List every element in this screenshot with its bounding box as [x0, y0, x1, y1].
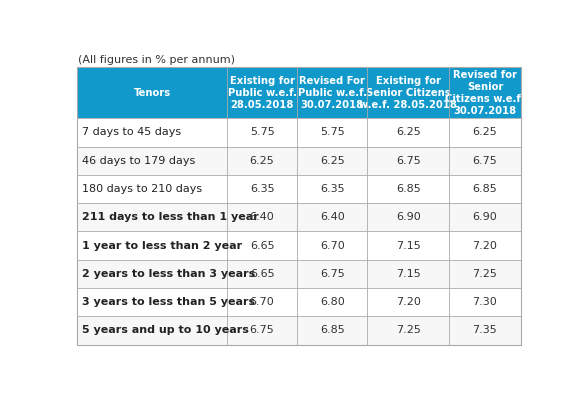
Text: 6.25: 6.25	[396, 128, 421, 138]
Text: 6.75: 6.75	[472, 156, 497, 166]
Text: Tenors: Tenors	[134, 88, 171, 98]
Bar	[77, 231, 521, 260]
Text: 6.75: 6.75	[250, 325, 274, 335]
Text: 6.65: 6.65	[250, 269, 274, 279]
Text: 7.20: 7.20	[396, 297, 421, 307]
Text: 7.20: 7.20	[472, 241, 497, 251]
Text: 6.85: 6.85	[320, 325, 345, 335]
Bar	[77, 316, 521, 345]
Text: Existing for
Public w.e.f.
28.05.2018: Existing for Public w.e.f. 28.05.2018	[228, 76, 296, 110]
Text: 6.35: 6.35	[320, 184, 345, 194]
Text: Existing for
Senior Citizens
w.e.f. 28.05.2018: Existing for Senior Citizens w.e.f. 28.0…	[359, 76, 457, 110]
Text: 7.35: 7.35	[472, 325, 497, 335]
Text: 6.70: 6.70	[250, 297, 274, 307]
Text: 7.30: 7.30	[472, 297, 497, 307]
Text: 6.25: 6.25	[250, 156, 274, 166]
Text: 211 days to less than 1 year: 211 days to less than 1 year	[81, 212, 259, 222]
Text: 6.25: 6.25	[472, 128, 497, 138]
Text: (All figures in % per annum): (All figures in % per annum)	[78, 55, 235, 65]
Bar	[77, 147, 521, 175]
Text: 5.75: 5.75	[250, 128, 274, 138]
Text: 6.90: 6.90	[396, 212, 421, 222]
Text: Revised For
Public w.e.f.
30.07.2018: Revised For Public w.e.f. 30.07.2018	[297, 76, 367, 110]
Text: 6.25: 6.25	[320, 156, 345, 166]
Text: 7 days to 45 days: 7 days to 45 days	[81, 128, 181, 138]
Text: 6.40: 6.40	[250, 212, 274, 222]
Text: 5 years and up to 10 years: 5 years and up to 10 years	[81, 325, 249, 335]
Bar	[77, 203, 521, 231]
Bar	[77, 175, 521, 203]
Text: 6.90: 6.90	[472, 212, 497, 222]
Text: 46 days to 179 days: 46 days to 179 days	[81, 156, 195, 166]
Text: Revised for
Senior
Citizens w.e.f.
30.07.2018: Revised for Senior Citizens w.e.f. 30.07…	[445, 70, 525, 116]
Text: 6.75: 6.75	[320, 269, 345, 279]
Text: 2 years to less than 3 years: 2 years to less than 3 years	[81, 269, 255, 279]
Text: 7.15: 7.15	[396, 269, 421, 279]
Bar	[77, 118, 521, 147]
Text: 1 year to less than 2 year: 1 year to less than 2 year	[81, 241, 242, 251]
Text: 6.80: 6.80	[320, 297, 345, 307]
Text: 7.25: 7.25	[472, 269, 497, 279]
Bar	[77, 288, 521, 316]
Text: 6.40: 6.40	[320, 212, 345, 222]
Text: 5.75: 5.75	[320, 128, 345, 138]
Text: 6.85: 6.85	[396, 184, 421, 194]
Text: 7.25: 7.25	[396, 325, 421, 335]
Text: 6.70: 6.70	[320, 241, 345, 251]
Bar	[77, 67, 521, 118]
Text: 7.15: 7.15	[396, 241, 421, 251]
Text: 6.35: 6.35	[250, 184, 274, 194]
Text: 6.75: 6.75	[396, 156, 421, 166]
Text: 180 days to 210 days: 180 days to 210 days	[81, 184, 202, 194]
Bar	[77, 260, 521, 288]
Text: 6.85: 6.85	[472, 184, 497, 194]
Text: 6.65: 6.65	[250, 241, 274, 251]
Text: 3 years to less than 5 years: 3 years to less than 5 years	[81, 297, 254, 307]
